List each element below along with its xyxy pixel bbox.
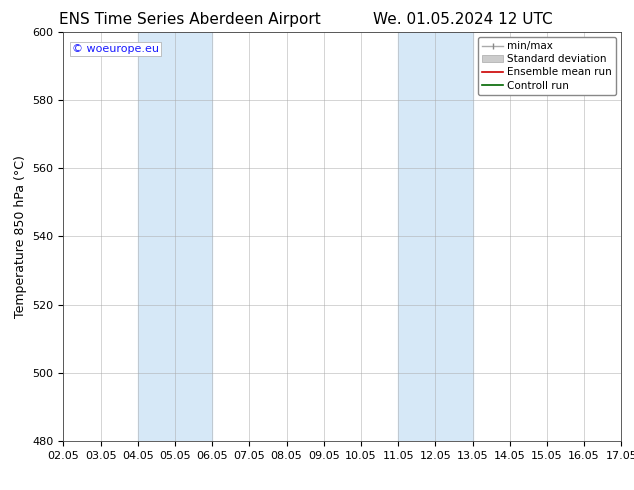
Bar [138, 32, 212, 441]
Text: ENS Time Series Aberdeen Airport: ENS Time Series Aberdeen Airport [60, 12, 321, 27]
Bar [398, 32, 472, 441]
Text: We. 01.05.2024 12 UTC: We. 01.05.2024 12 UTC [373, 12, 553, 27]
Y-axis label: Temperature 850 hPa (°C): Temperature 850 hPa (°C) [14, 155, 27, 318]
Legend: min/max, Standard deviation, Ensemble mean run, Controll run: min/max, Standard deviation, Ensemble me… [478, 37, 616, 95]
Text: © woeurope.eu: © woeurope.eu [72, 44, 158, 54]
